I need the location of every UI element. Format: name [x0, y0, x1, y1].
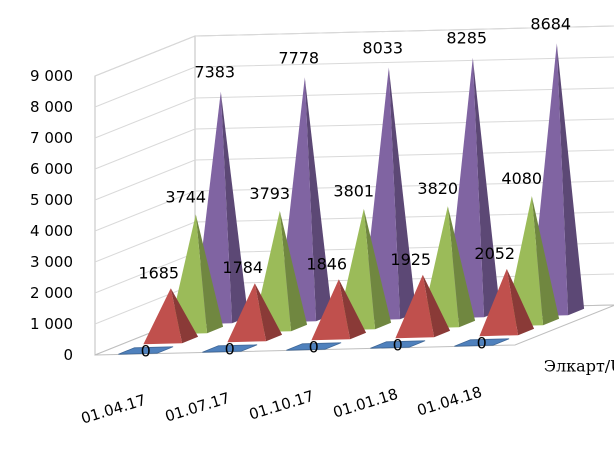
y-axis: 0 1 000 2 000 3 000 4 000 5 000 6 000 7 000 8 00… [30, 67, 73, 364]
x-axis: 01.04.17 01.07.17 01.10.17 01.01.18 01.04.18 [79, 383, 484, 428]
pyramid-side-face [447, 206, 476, 328]
series-axis-label: Элкарт/UPI [544, 357, 614, 376]
data-label: 7778 [278, 48, 319, 67]
flat-pyramid [118, 346, 174, 355]
data-label: 0 [393, 336, 403, 355]
pyramid-front-face [143, 288, 183, 345]
x-tick-label: 01.04.18 [415, 383, 484, 420]
pyramid-side-face [531, 196, 560, 326]
y-tick-label: 3 000 [30, 253, 73, 271]
pyramid-side-face [304, 77, 333, 322]
pyramid-side-face [195, 214, 224, 334]
gridline [94, 25, 614, 77]
y-tick-label: 7 000 [30, 129, 73, 147]
data-label: 7383 [194, 63, 235, 82]
data-label: 2052 [474, 244, 515, 263]
flat-pyramid [454, 338, 510, 347]
y-tick-label: 8 000 [30, 98, 73, 116]
pyramid-side-face [363, 208, 392, 330]
pyramid-side-face [472, 57, 501, 318]
x-tick-label: 01.10.17 [247, 387, 316, 424]
flat-pyramid [370, 340, 426, 349]
flat-pyramid [286, 342, 342, 351]
pyramid-side-face [506, 268, 535, 336]
pyramid-side-face [170, 288, 199, 344]
data-label: 1685 [138, 263, 179, 282]
data-label: 1846 [306, 254, 347, 273]
pyramid-front-face [479, 268, 519, 337]
data-label: 0 [477, 334, 487, 353]
y-tick-label: 0 [63, 346, 73, 364]
data-labels: 7383 7778 8033 8285 8684 3744 3793 3801 3820 4080… [138, 14, 571, 360]
pyramid-side-face [338, 279, 367, 340]
pyramid-side-face [556, 43, 585, 316]
x-tick-label: 01.07.17 [163, 389, 232, 426]
pyramid-side-face [388, 67, 417, 320]
y-tick-label: 2 000 [30, 284, 73, 302]
series-axis: Visa/MasterЭлкарт/UPI [544, 357, 614, 376]
data-label: 8684 [530, 14, 571, 33]
data-label: 1784 [222, 258, 263, 277]
data-label: 8033 [362, 38, 403, 57]
y-tick-label: 6 000 [30, 160, 73, 178]
pyramid-front-face [395, 274, 435, 339]
data-label: 0 [141, 342, 151, 361]
data-label: 0 [309, 338, 319, 357]
pyramid-side-face [220, 91, 249, 324]
pyramid-side-face [279, 210, 308, 332]
pyramid-side-face [254, 283, 283, 342]
y-tick-label: 4 000 [30, 222, 73, 240]
data-label: 3744 [165, 187, 206, 206]
data-label: 8285 [446, 29, 487, 48]
data-label: 3820 [417, 179, 458, 198]
pyramid-front-face [227, 283, 267, 343]
y-tick-label: 5 000 [30, 191, 73, 209]
data-label: 4080 [501, 169, 542, 188]
pyramid-side-face [422, 274, 451, 338]
data-series [118, 43, 585, 355]
data-label: 3793 [249, 184, 290, 203]
flat-pyramid [202, 344, 258, 353]
y-tick-label: 9 000 [30, 67, 73, 85]
data-label: 1925 [390, 250, 431, 269]
gridline [94, 56, 614, 108]
pyramid-front-face [311, 279, 351, 341]
x-tick-label: 01.04.17 [79, 391, 148, 428]
data-label: 3801 [333, 182, 374, 201]
y-tick-label: 1 000 [30, 315, 73, 333]
x-tick-label: 01.01.18 [331, 385, 400, 422]
data-label: 0 [225, 340, 235, 359]
